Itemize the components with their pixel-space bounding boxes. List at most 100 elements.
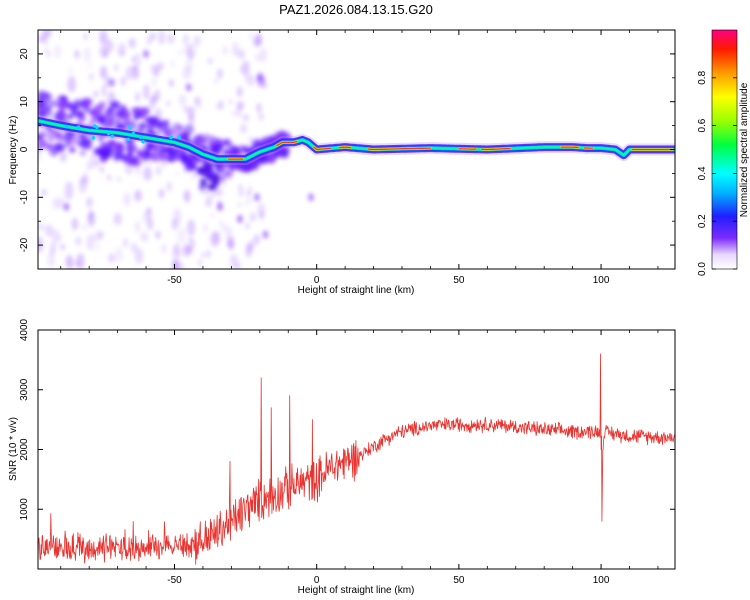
spectrogram-speckle bbox=[197, 259, 203, 266]
snr-xlabel: Height of straight line (km) bbox=[298, 585, 415, 596]
spectrogram-speckle bbox=[166, 33, 175, 44]
spectrogram-speckle bbox=[203, 223, 208, 233]
colorbar: 0.0 0.2 0.4 0.6 0.8 Normalized spectral ampl… bbox=[697, 29, 750, 276]
spectrogram-speckle bbox=[88, 62, 92, 69]
spectrogram-speckle bbox=[191, 240, 196, 248]
spectrogram-speckle bbox=[170, 80, 175, 87]
spectrogram-speckle bbox=[113, 212, 123, 226]
spectrogram-cloud bbox=[79, 150, 87, 157]
chart-title: PAZ1.2026.084.13.15.G20 bbox=[279, 2, 433, 17]
spectrogram-speckle bbox=[229, 254, 239, 268]
spectrogram-xtick-label: 0 bbox=[314, 275, 320, 286]
spectrogram-speckle bbox=[146, 36, 152, 46]
spectrogram-cloud bbox=[47, 104, 53, 110]
spectrogram-cloud bbox=[58, 101, 69, 110]
spectrogram-cloud bbox=[55, 134, 65, 142]
spectrogram-speckle bbox=[161, 244, 167, 254]
spectrogram-speckle bbox=[38, 150, 42, 161]
spectrogram-speckle bbox=[219, 220, 223, 228]
spectrogram-speckle bbox=[237, 49, 246, 60]
spectrogram-xlabel: Height of straight line (km) bbox=[298, 285, 415, 296]
snr-ytick-label: 4000 bbox=[19, 318, 30, 341]
spectrogram-speckle bbox=[67, 76, 77, 93]
spectrogram-speckle bbox=[95, 244, 100, 251]
spectrogram-energy bbox=[38, 30, 314, 269]
spectrogram-blob bbox=[256, 73, 263, 82]
spectrogram-cloud bbox=[140, 106, 150, 116]
spectrogram-speckle bbox=[236, 101, 245, 111]
spectrogram-cloud bbox=[168, 149, 173, 153]
spectrogram-cloud bbox=[266, 152, 272, 159]
spectrogram-speckle bbox=[134, 189, 142, 202]
spectrogram-peak-segment bbox=[313, 146, 332, 151]
snr-xtick-label: 0 bbox=[314, 575, 320, 586]
spectrogram-speckle bbox=[143, 166, 152, 181]
spectrogram-cloud bbox=[68, 146, 76, 153]
spectrogram-speckle bbox=[134, 248, 144, 264]
spectrogram-speckle bbox=[40, 31, 48, 44]
spectrogram-speckle bbox=[45, 224, 54, 237]
spectrogram-speckle bbox=[186, 219, 196, 237]
spectrogram-ytick-label: 20 bbox=[19, 48, 30, 60]
spectrogram-cloud bbox=[112, 152, 123, 162]
spectrogram-cloud bbox=[84, 106, 91, 113]
spectrogram-speckle bbox=[183, 105, 188, 112]
spectrogram-dot bbox=[91, 136, 96, 140]
spectrogram-speckle bbox=[46, 50, 50, 58]
spectrogram-cloud bbox=[235, 164, 242, 171]
spectrogram-speckle bbox=[140, 231, 149, 243]
spectrogram-cloud bbox=[152, 145, 159, 151]
spectrogram-cloud bbox=[138, 122, 147, 130]
spectrogram-cloud bbox=[285, 147, 290, 152]
spectrogram-speckle bbox=[227, 236, 235, 251]
spectrogram-speckle bbox=[125, 65, 135, 80]
spectrogram-speckle bbox=[74, 49, 80, 59]
colorbar-gradient bbox=[711, 29, 738, 270]
spectrogram-cloud bbox=[145, 149, 150, 154]
spectrogram-cloud bbox=[174, 152, 182, 160]
spectrogram-speckle bbox=[206, 249, 211, 258]
spectrogram-cloud bbox=[145, 123, 155, 132]
spectrogram-speckle bbox=[132, 65, 137, 71]
spectrogram-speckle bbox=[214, 78, 218, 84]
spectrogram-speckle bbox=[166, 181, 173, 192]
spectrogram-cloud bbox=[225, 170, 233, 177]
spectrogram-speckle bbox=[135, 165, 141, 176]
spectrogram-speckle bbox=[157, 62, 164, 71]
spectrogram-speckle bbox=[53, 44, 62, 59]
spectrogram-ylabel: Frequency (Hz) bbox=[8, 116, 19, 185]
spectrogram-speckle bbox=[76, 253, 85, 269]
spectrogram-cloud bbox=[60, 112, 69, 120]
spectrogram-cloud bbox=[127, 151, 133, 157]
spectrogram-speckle bbox=[123, 192, 131, 207]
spectrogram-cloud bbox=[73, 99, 82, 107]
spectrogram-speckle bbox=[245, 243, 252, 258]
spectrogram-speckle bbox=[65, 254, 74, 269]
spectrogram-speckle bbox=[106, 174, 112, 182]
spectrogram-speckle bbox=[244, 201, 248, 207]
spectrogram-cloud bbox=[157, 148, 165, 155]
spectrogram-ytick-label: 0 bbox=[19, 146, 30, 152]
spectrogram-cloud bbox=[104, 145, 115, 154]
spectrogram-dot bbox=[131, 131, 136, 136]
spectrogram-speckle bbox=[237, 201, 242, 208]
spectrogram-blob bbox=[143, 49, 150, 58]
spectrogram-peak-segment bbox=[480, 147, 511, 151]
spectrogram-speckle bbox=[205, 197, 213, 208]
spectrogram-cloud bbox=[166, 153, 176, 163]
spectrogram-speckle bbox=[243, 114, 249, 122]
spectrogram-cloud bbox=[114, 142, 124, 152]
colorbar-tick-label: 0.6 bbox=[697, 118, 708, 132]
spectrogram-cloud bbox=[146, 143, 154, 151]
colorbar-tick-label: 0.4 bbox=[697, 166, 708, 180]
spectrogram-blob bbox=[185, 83, 192, 92]
spectrogram-speckle bbox=[183, 189, 191, 203]
spectrogram-speckle bbox=[259, 47, 268, 63]
spectrogram-speckle bbox=[135, 92, 140, 102]
spectrogram-speckle bbox=[182, 244, 191, 257]
snr-xtick-label: 50 bbox=[453, 575, 465, 586]
spectrogram-speckle bbox=[217, 188, 223, 197]
spectrogram-speckle bbox=[178, 94, 187, 106]
spectrogram-speckle bbox=[44, 47, 48, 53]
spectrogram-panel: -50 0 50 100 -20 -10 0 10 20 Height of straight … bbox=[8, 29, 676, 296]
